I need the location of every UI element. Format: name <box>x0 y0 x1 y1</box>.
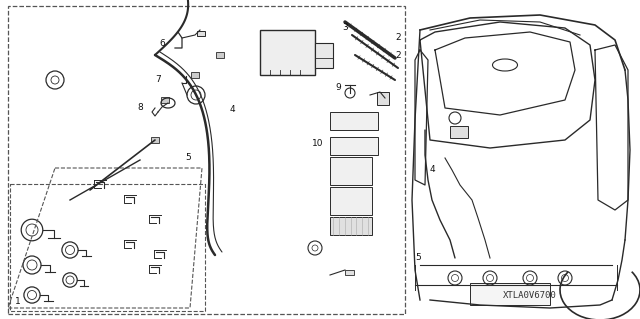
Bar <box>191 72 199 78</box>
Bar <box>330 112 378 130</box>
Bar <box>330 157 372 185</box>
Text: 3: 3 <box>342 24 348 33</box>
Bar <box>260 30 315 75</box>
Bar <box>330 217 372 235</box>
Text: 1: 1 <box>15 298 21 307</box>
Bar <box>315 43 333 68</box>
Bar <box>330 137 378 155</box>
Text: 8: 8 <box>137 102 143 112</box>
Bar <box>450 126 468 138</box>
Text: 6: 6 <box>159 40 165 48</box>
Text: 2: 2 <box>395 33 401 42</box>
Text: XTLA0V6700: XTLA0V6700 <box>503 291 557 300</box>
Bar <box>470 283 550 305</box>
Text: 5: 5 <box>185 152 191 161</box>
Text: 2: 2 <box>395 50 401 60</box>
Bar <box>197 31 205 36</box>
Text: 9: 9 <box>335 84 341 93</box>
Text: 5: 5 <box>415 254 421 263</box>
Bar <box>216 52 224 58</box>
Bar <box>161 97 169 103</box>
Text: 4: 4 <box>229 106 235 115</box>
Bar <box>8 6 405 314</box>
Text: 7: 7 <box>155 76 161 85</box>
Bar <box>151 137 159 143</box>
Text: 4: 4 <box>429 166 435 174</box>
Bar <box>330 187 372 215</box>
Bar <box>345 270 354 275</box>
Text: 10: 10 <box>312 138 324 147</box>
Bar <box>377 92 389 105</box>
